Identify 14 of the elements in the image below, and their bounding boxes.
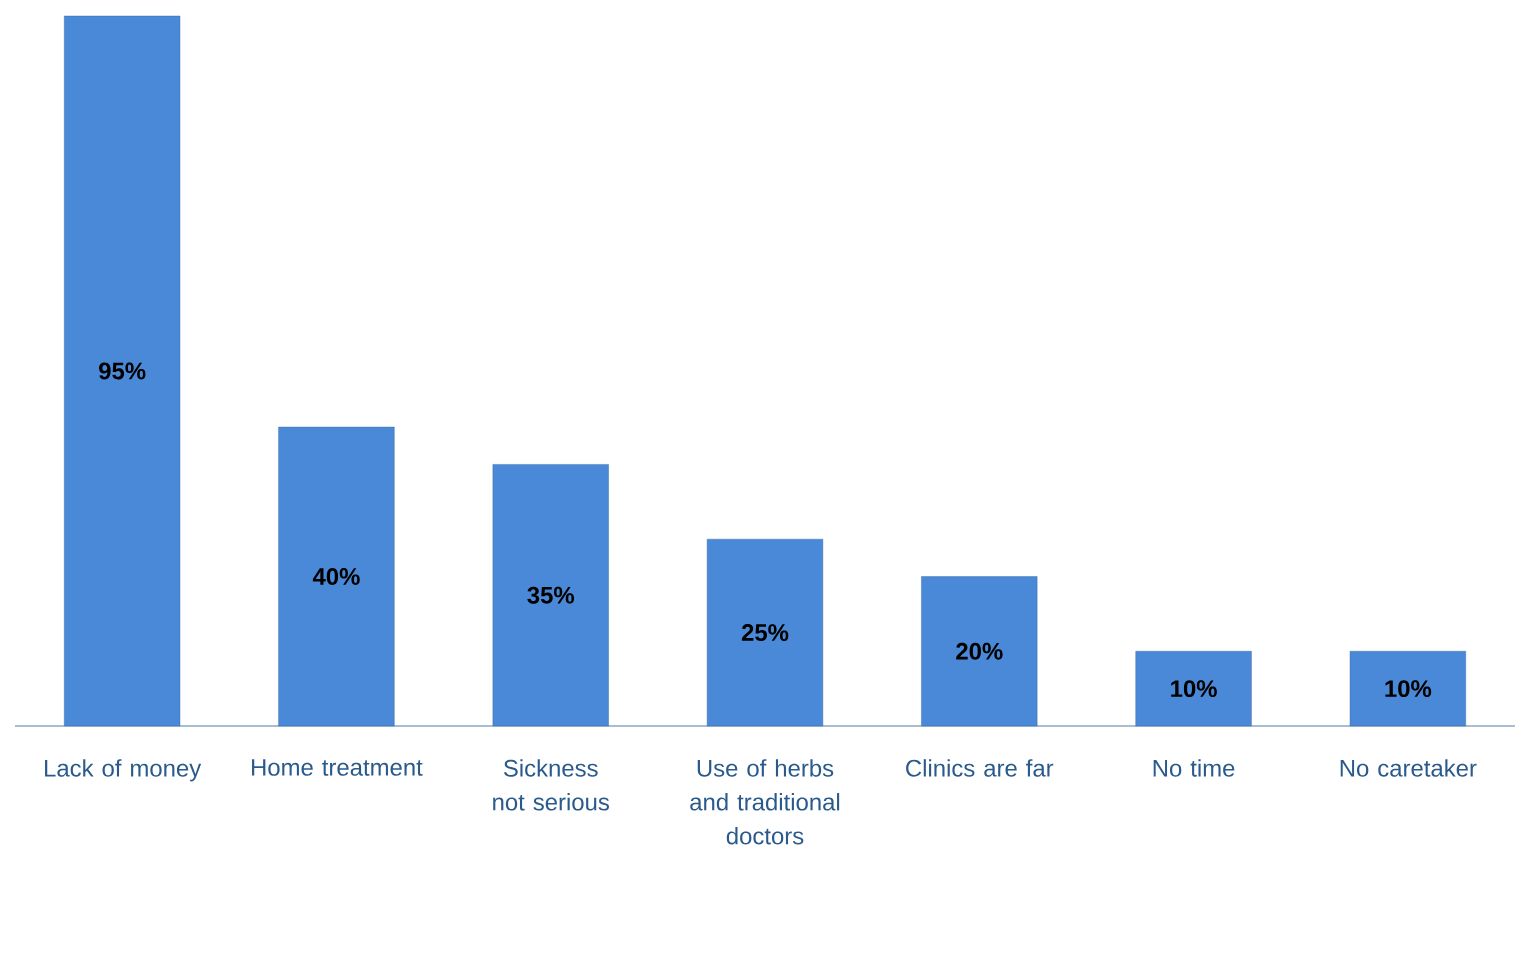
x-tick-label: Lack of money [45, 759, 202, 782]
data-label: 95% [99, 362, 146, 380]
x-tick-label: No time [1153, 759, 1235, 777]
data-label: 40% [312, 568, 360, 585]
data-label: 10% [1171, 680, 1217, 698]
x-tick-label: Home treatment [252, 759, 423, 776]
x-tick-label: Clinics are far [906, 759, 1054, 777]
data-label: 35% [527, 586, 574, 604]
x-tick-label: Sickness not serious [493, 759, 609, 811]
data-label: 20% [956, 642, 1003, 660]
data-label: 10% [1385, 680, 1432, 698]
x-tick-label: No caretaker [1340, 759, 1477, 777]
data-label: 25% [741, 624, 789, 642]
x-tick-label: Use of herbs and traditional doctors [690, 759, 840, 845]
